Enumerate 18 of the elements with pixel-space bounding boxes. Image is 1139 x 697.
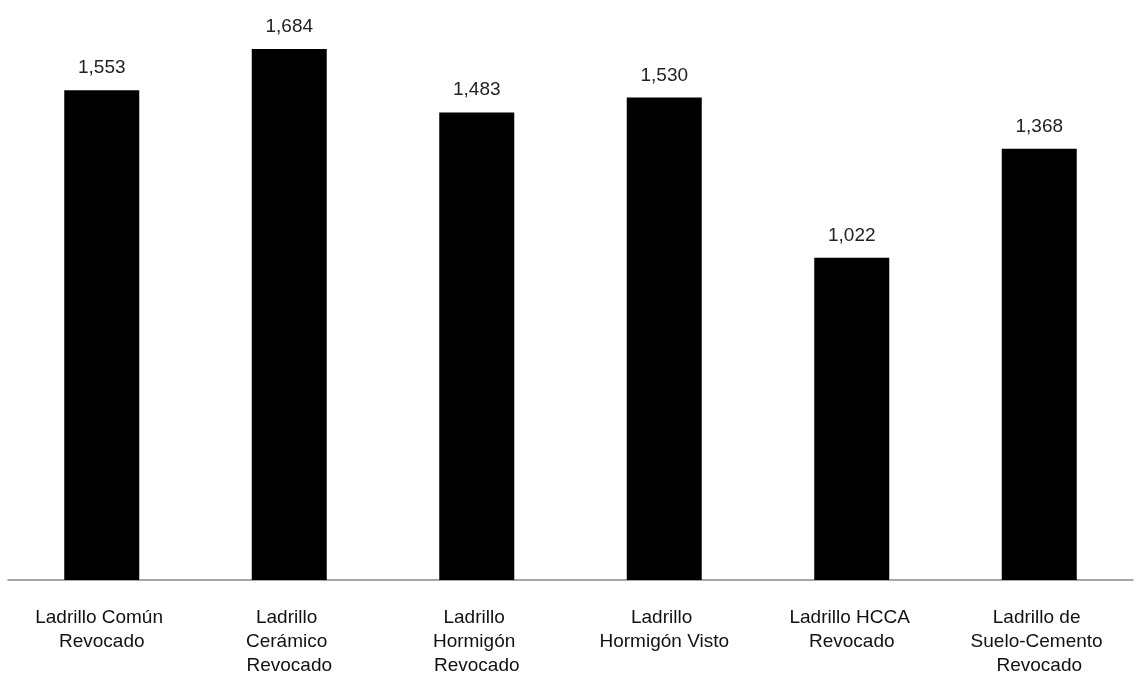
data-label: 1,483 xyxy=(452,78,501,100)
x-tick-label: Ladrillo Hormigón Visto xyxy=(599,605,730,651)
x-tick-label: Ladrillo Común Revocado xyxy=(35,605,169,651)
data-label: 1,530 xyxy=(640,63,689,85)
data-label: 1,368 xyxy=(1015,114,1064,136)
bar xyxy=(439,112,515,580)
bar xyxy=(64,90,140,580)
x-tick-label: Ladrillo Hormigón Revocado xyxy=(432,605,521,675)
x-tick-label: Ladrillo de Suelo-Cemento Revocado xyxy=(970,605,1108,675)
bar xyxy=(814,257,890,580)
data-label: 1,553 xyxy=(77,56,126,78)
x-tick-label: Ladrillo HCCA Revocado xyxy=(789,605,915,651)
data-label: 1,022 xyxy=(827,223,876,245)
x-tick-label: Ladrillo Cerámico Revocado xyxy=(245,605,333,675)
data-label: 1,684 xyxy=(265,15,314,36)
bar xyxy=(626,97,702,580)
bar xyxy=(251,49,327,580)
bar xyxy=(1001,148,1077,580)
